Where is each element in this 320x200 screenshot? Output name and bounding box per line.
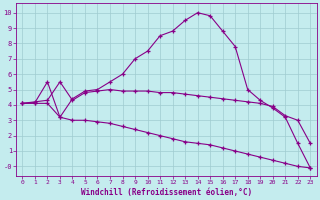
X-axis label: Windchill (Refroidissement éolien,°C): Windchill (Refroidissement éolien,°C) (81, 188, 252, 197)
